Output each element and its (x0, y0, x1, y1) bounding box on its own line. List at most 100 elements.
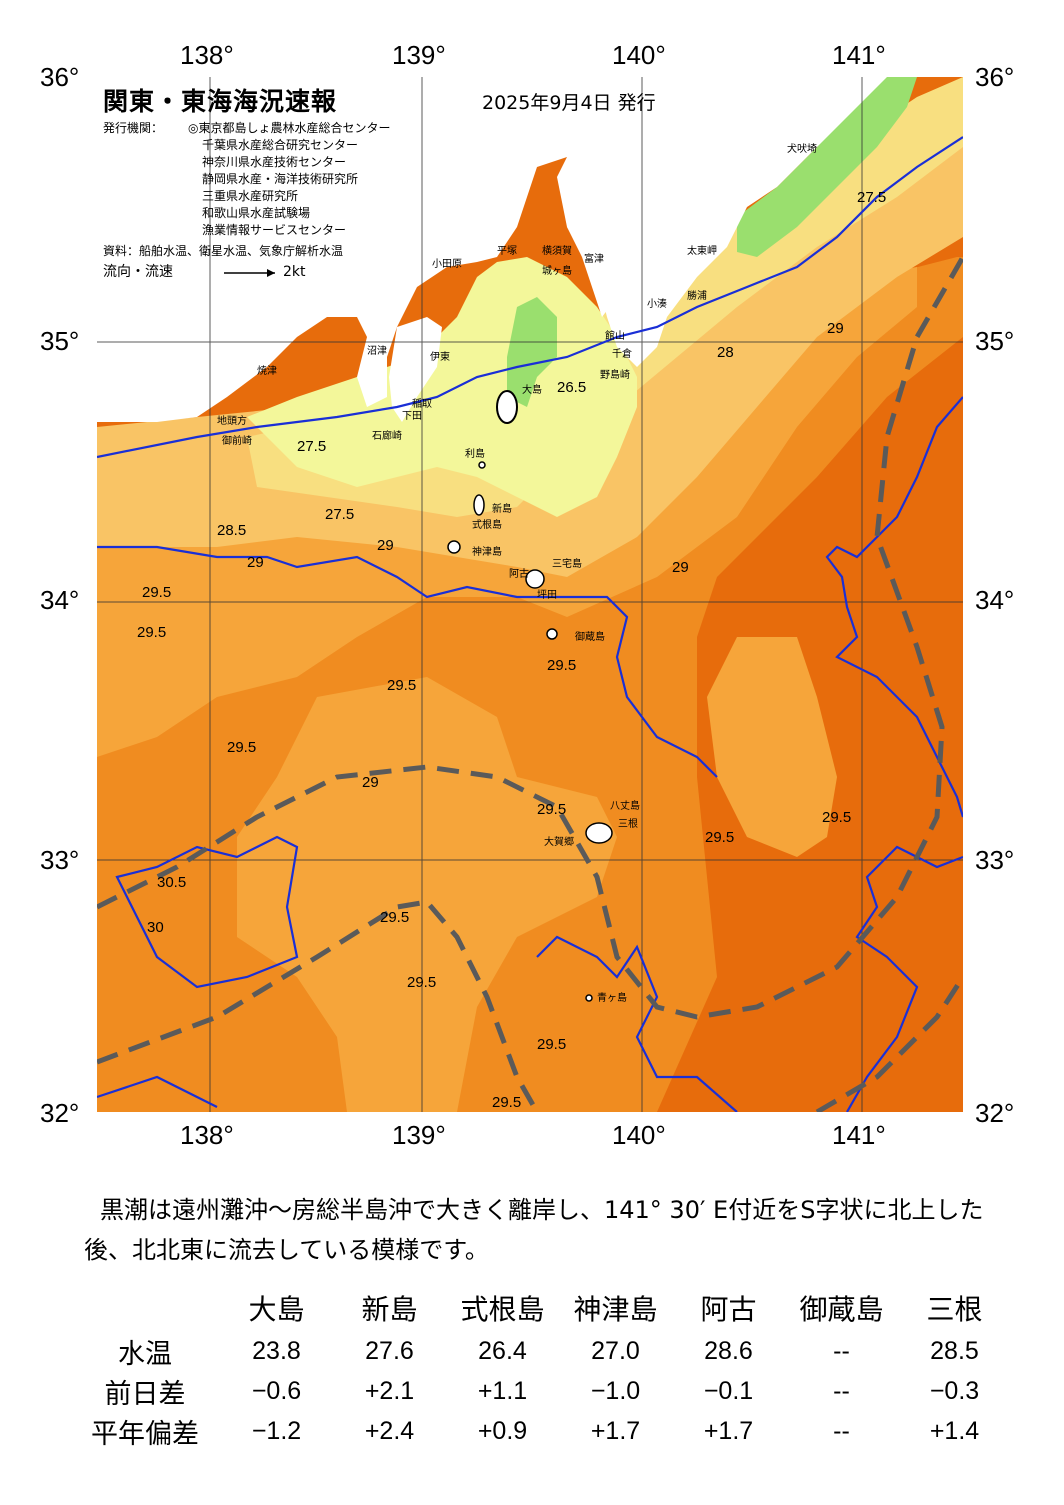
contour-label: 29 (827, 320, 844, 337)
agency-item: 三重県水産研究所 (202, 189, 299, 203)
table-cell: +1.1 (477, 1376, 528, 1405)
place-label: 横須賀 (542, 244, 572, 257)
place-label: 富津 (584, 252, 604, 265)
zone-29-east (707, 637, 837, 857)
place-label: 館山 (605, 329, 625, 342)
row-header: 前日差 (104, 1378, 186, 1409)
issue-date: 2025年9月4日 発行 (482, 92, 656, 114)
place-label: 太東岬 (687, 244, 717, 257)
island-labels: 大島 利島 新島 式根島 神津島 三宅島 御蔵島 八丈島 青ヶ島 阿古 坪田 三… (465, 383, 640, 1004)
contour-label: 26.5 (557, 379, 586, 396)
place-label: 犬吠埼 (787, 142, 817, 155)
agency-item: 千葉県水産総合研究センター (202, 138, 359, 152)
island-toshima (478, 461, 486, 469)
table-row: 前日差 −0.6 +2.1 +1.1 −1.0 −0.1 -- −0.3 (70, 1371, 1011, 1411)
table-cell: +1.7 (703, 1416, 754, 1445)
island-label: 利島 (465, 447, 485, 460)
contour-label: 29.5 (407, 974, 436, 991)
lon-label-top-140: 140° (612, 40, 666, 70)
contour-label: 29.5 (547, 657, 576, 674)
land-mainland (97, 77, 963, 422)
flow-scale-arrow (224, 269, 275, 277)
place-label: 伊東 (430, 350, 450, 363)
contour-label: 30.5 (157, 874, 186, 891)
island-label: 坪田 (537, 588, 557, 601)
contour-label: 29.5 (380, 909, 409, 926)
contour-label: 29 (362, 774, 379, 791)
contour-label: 29 (377, 537, 394, 554)
lat-label-right-32: 32° (975, 1098, 1015, 1128)
island-kozushima (447, 540, 461, 554)
place-label: 沼津 (367, 344, 387, 357)
lon-label-bottom-140: 140° (612, 1120, 666, 1150)
contour-label: 28 (717, 344, 734, 361)
table-header-row: 大島 新島 式根島 神津島 阿古 御蔵島 三根 (70, 1285, 1011, 1331)
table-cell: −1.2 (251, 1416, 302, 1445)
contour-label: 29.5 (537, 801, 566, 818)
lon-label-top-138: 138° (180, 40, 234, 70)
table-cell: 23.8 (252, 1336, 301, 1365)
table-cell: 28.5 (930, 1336, 979, 1365)
table-cell: −0.1 (703, 1376, 754, 1405)
isotherm-29 (97, 545, 718, 778)
island-label: 八丈島 (610, 799, 640, 812)
place-label: 勝浦 (687, 289, 707, 302)
place-label: 石廊崎 (372, 429, 402, 442)
table-cell: 27.0 (591, 1336, 640, 1365)
contour-label: 30 (147, 919, 164, 936)
lon-label-top-139: 139° (392, 40, 446, 70)
place-label: 地頭方 (217, 414, 247, 427)
contour-label: 27.5 (325, 506, 354, 523)
agency-item: 和歌山県水産試験場 (202, 206, 311, 220)
contour-label: 29.5 (137, 624, 166, 641)
agencies-label: 発行機関： (103, 121, 164, 135)
contour-label: 28.5 (217, 522, 246, 539)
isotherm-30-east (825, 396, 963, 818)
contour-label: 27.5 (297, 438, 326, 455)
contour-label: 29.5 (142, 584, 171, 601)
contour-label: 29 (672, 559, 689, 576)
table-row: 平年偏差 −1.2 +2.4 +0.9 +1.7 +1.7 -- +1.4 (70, 1411, 1011, 1451)
island-niijima (473, 494, 485, 516)
flow-label: 流向・流速 (103, 264, 173, 280)
lat-label-right-34: 34° (975, 585, 1015, 615)
lat-label-left-35: 35° (40, 326, 80, 356)
zone-29-south (237, 677, 617, 1112)
table-corner (70, 1285, 220, 1331)
table-cell: 28.6 (704, 1336, 753, 1365)
lat-label-left-34: 34° (40, 585, 80, 615)
column-header: 御蔵島 (799, 1294, 884, 1325)
place-label: 小田原 (432, 258, 462, 270)
island-label: 神津島 (472, 545, 502, 558)
map-title: 関東・東海海況速報 (103, 87, 338, 116)
table-cell: 27.6 (365, 1336, 414, 1365)
agency-item: ◎東京都島しょ農林水産総合センター (188, 121, 391, 135)
isotherm-30-south (536, 935, 738, 1112)
table-cell: -- (833, 1416, 850, 1445)
place-label: 焼津 (257, 365, 277, 377)
kuroshio-offshore (815, 975, 963, 1112)
island-hachijojima (585, 822, 613, 844)
summary-text: 黒潮は遠州灘沖～房総半島沖で大きく離岸し、141° 30′ E付近をS字状に北上… (84, 1190, 984, 1270)
table-cell: +2.4 (364, 1416, 415, 1445)
table-cell: −0.6 (251, 1376, 302, 1405)
isotherm-28 (97, 136, 963, 459)
agency-item: 神奈川県水産技術センター (202, 155, 347, 169)
table-cell: +1.4 (929, 1416, 980, 1445)
table-cell: +1.7 (590, 1416, 641, 1445)
table-cell: +2.1 (364, 1376, 415, 1405)
zone-24-boso (737, 77, 917, 257)
contour-label: 29.5 (227, 739, 256, 756)
island-label: 三宅島 (552, 557, 582, 570)
lat-label-right-36: 36° (975, 62, 1015, 92)
lon-label-bottom-141: 141° (832, 1120, 886, 1150)
contour-label: 27.5 (857, 189, 886, 206)
isotherms (97, 136, 963, 1112)
contour-label: 29.5 (387, 677, 416, 694)
lat-label-right-33: 33° (975, 845, 1015, 875)
contour-label: 29.5 (537, 1036, 566, 1053)
isotherm-29-5-south (97, 1075, 218, 1108)
kuroshio-main (97, 255, 963, 1020)
island-aogashima (585, 994, 593, 1002)
column-header: 式根島 (460, 1294, 545, 1325)
